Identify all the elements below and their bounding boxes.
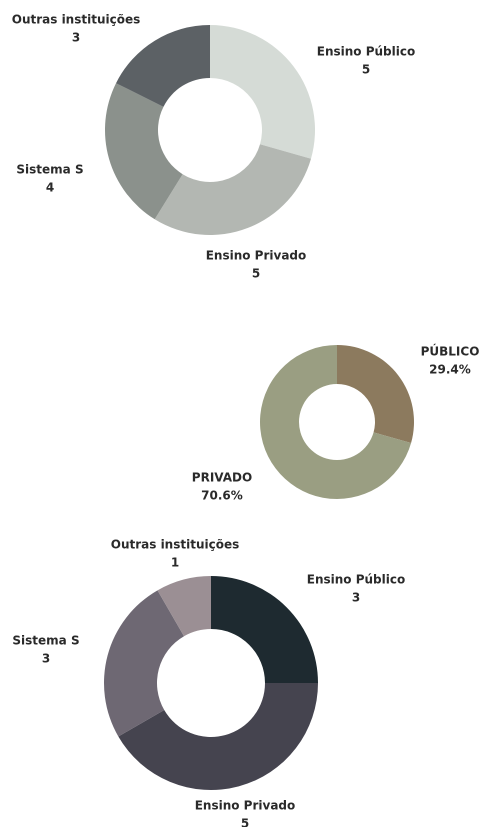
slice-label: Ensino Privado bbox=[195, 799, 296, 813]
donut-slice bbox=[337, 345, 415, 444]
slice-label: Sistema S bbox=[16, 163, 83, 177]
slice-value: 3 bbox=[72, 31, 80, 45]
slice-label: Ensino Público bbox=[307, 573, 405, 587]
donut-slice bbox=[154, 144, 311, 235]
donut-slice bbox=[260, 345, 412, 499]
donut-slice bbox=[103, 590, 184, 737]
donut-slice bbox=[157, 576, 211, 637]
slice-value: 3 bbox=[42, 652, 50, 666]
slice-value: 4 bbox=[46, 181, 54, 195]
donut-slice bbox=[104, 83, 183, 220]
slice-label: Outras instituições bbox=[111, 538, 240, 552]
slice-value: 5 bbox=[252, 267, 260, 281]
slice-value: 70.6% bbox=[201, 489, 243, 503]
slice-value: 5 bbox=[362, 63, 370, 77]
slice-label: Ensino Privado bbox=[206, 249, 307, 263]
donut-slice bbox=[210, 25, 315, 159]
slice-value: 1 bbox=[171, 556, 179, 570]
slice-label: Sistema S bbox=[12, 634, 79, 648]
slice-label: Ensino Público bbox=[317, 45, 415, 59]
donut-slice bbox=[118, 683, 318, 790]
slice-label: Outras instituições bbox=[12, 13, 141, 27]
slice-label: PÚBLICO bbox=[421, 344, 480, 359]
slice-value: 3 bbox=[352, 591, 360, 605]
slice-label: PRIVADO bbox=[192, 471, 252, 485]
slice-value: 29.4% bbox=[429, 363, 471, 377]
slice-value: 5 bbox=[241, 817, 249, 827]
donut-slice bbox=[211, 576, 318, 683]
donut-slice bbox=[116, 25, 210, 107]
